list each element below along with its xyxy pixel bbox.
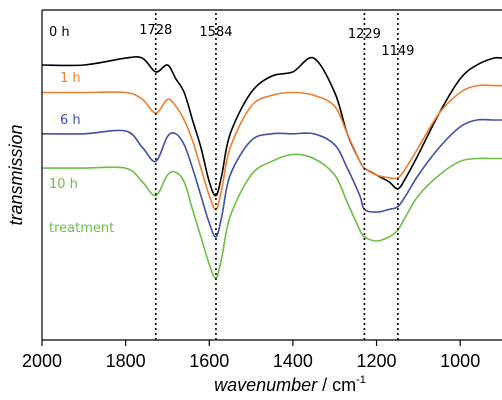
peak-label-1728: 1728 [139,23,172,38]
x-axis-title: wavenumber / cm-1 [214,374,366,395]
series-label-1-h: 1 h [60,71,81,86]
x-tick-label-1200: 1200 [357,351,397,371]
series-label-treatment: treatment [49,221,114,236]
series-line-1-h [41,84,502,211]
y-axis-title: transmission [6,124,26,225]
peak-label-1584: 1584 [199,25,232,40]
x-axis-title-name: wavenumber [214,375,318,395]
series-lines [41,55,502,279]
x-tick-label-1400: 1400 [273,351,313,371]
peak-label-1149: 1149 [381,44,414,59]
x-axis-title-unit: / cm [317,375,356,395]
x-tick-label-1000: 1000 [440,351,480,371]
series-line-0-h [41,55,502,197]
x-tick-label-1600: 1600 [189,351,229,371]
axes [41,9,502,346]
x-tick-label-2000: 2000 [22,351,62,371]
series-label-0-h: 0 h [49,25,70,40]
x-axis-title-exponent: -1 [356,374,366,386]
reference-lines [154,13,399,340]
peak-label-1229: 1229 [348,27,381,42]
series-label-10-h: 10 h [49,177,78,192]
series-line-10-h [42,153,502,279]
x-tick-label-1800: 1800 [106,351,146,371]
series-label-6-h: 6 h [60,113,81,128]
series-line-6-h [41,118,502,238]
